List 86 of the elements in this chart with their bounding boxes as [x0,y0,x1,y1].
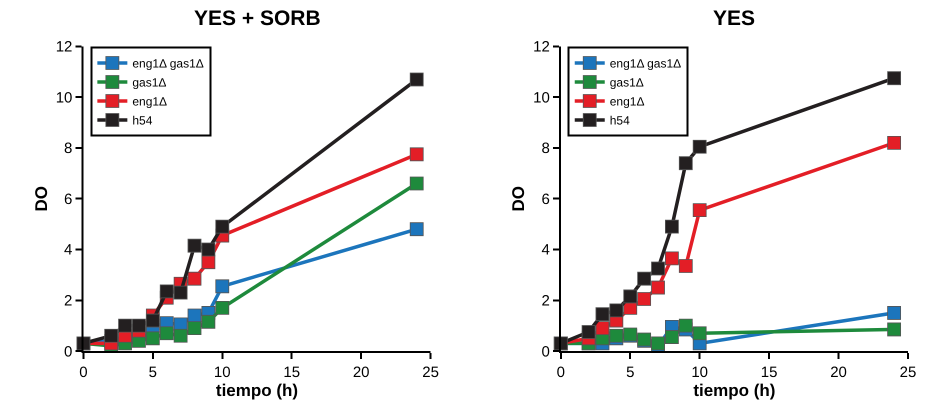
legend-label: gas1Δ [610,76,644,90]
chart-title: YES + SORB [194,7,321,30]
point [887,71,902,86]
x-tick-label: 10 [691,364,708,381]
point [201,255,216,270]
y-tick-label: 10 [533,89,550,106]
legend-label: h54 [132,114,153,128]
point [651,280,665,294]
point [692,326,707,340]
point [887,136,902,150]
x-tick-label: 25 [422,364,439,381]
point [887,322,902,336]
point [692,140,707,154]
point [609,328,624,343]
legend-label: h54 [610,114,630,128]
legend-label: eng1Δ gas1Δ [610,56,682,71]
point [215,300,230,315]
point [146,314,160,328]
point [410,147,424,162]
point [188,238,202,253]
point [678,156,693,170]
y-tick-label: 6 [64,190,72,208]
y-tick-label: 6 [541,190,550,208]
x-tick-label: 25 [900,364,916,381]
y-tick-label: 10 [56,89,72,106]
y-tick-label: 2 [541,292,550,310]
chart-title: YES [713,7,756,30]
point [887,306,902,320]
y-tick-label: 0 [541,343,550,360]
x-tick-label: 0 [79,364,88,381]
point [678,259,693,273]
x-tick-label: 10 [214,364,231,381]
y-tick-label: 4 [541,242,550,259]
point [160,326,174,340]
point [132,318,146,333]
point [174,328,188,343]
y-axis-title: DO [32,186,51,212]
point [104,328,118,343]
point [215,220,230,234]
x-tick-label: 15 [283,364,300,381]
point [637,272,652,286]
x-tick-label: 5 [148,364,158,381]
point [678,318,693,333]
legend-label: eng1Δ [610,94,644,109]
x-tick-label: 20 [830,364,847,381]
point [188,321,202,336]
y-tick-label: 8 [541,140,550,158]
point [665,330,679,344]
point [160,284,174,298]
x-tick-label: 5 [626,364,634,381]
point [410,222,424,236]
y-tick-label: 12 [533,38,550,56]
point [215,279,230,294]
x-axis-title: tiempo (h) [216,381,298,400]
x-axis-title: tiempo (h) [693,381,776,400]
x-tick-label: 15 [760,364,778,381]
point [637,292,652,306]
point [609,304,624,318]
legend-label: eng1Δ [132,94,168,109]
point [201,314,216,329]
point [596,321,610,336]
point [118,318,132,333]
point [188,308,202,322]
y-tick-label: 12 [56,38,72,56]
x-tick-label: 20 [352,364,370,381]
point [582,325,596,339]
legend-label: gas1Δ [132,76,166,90]
point [146,331,160,346]
x-tick-label: 0 [556,364,565,381]
point [665,251,679,266]
point [596,307,610,322]
point [692,203,707,218]
point [623,290,638,304]
y-tick-label: 8 [64,140,72,158]
point [410,72,424,86]
y-axis-title: DO [509,186,528,212]
y-tick-label: 2 [64,292,72,310]
y-tick-label: 4 [64,242,72,259]
legend-label: eng1Δ gas1Δ [132,56,204,71]
point [201,242,216,256]
point [410,176,424,190]
point [174,286,188,300]
point [651,262,665,276]
point [665,220,679,234]
y-tick-label: 0 [64,343,72,360]
point [188,272,202,286]
